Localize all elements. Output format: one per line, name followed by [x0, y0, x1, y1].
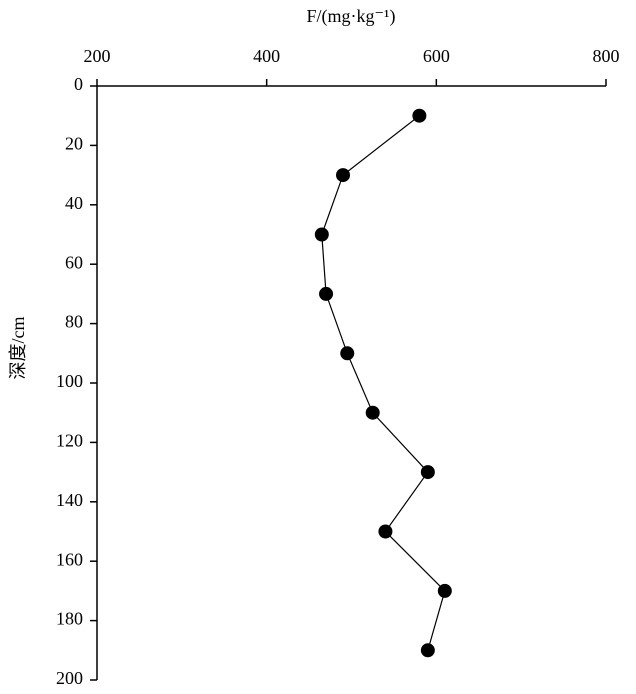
x-tick-label: 800 — [593, 46, 620, 66]
x-axis-label: F/(mg·kg⁻¹) — [307, 6, 396, 27]
point — [412, 108, 427, 123]
y-tick-label: 180 — [56, 609, 83, 629]
y-tick-label: 0 — [74, 74, 83, 94]
point — [378, 524, 393, 539]
point — [365, 405, 380, 420]
y-tick-label: 140 — [56, 490, 83, 510]
x-tick-label: 600 — [423, 46, 450, 66]
point — [420, 465, 435, 480]
y-tick-label: 160 — [56, 549, 83, 569]
point — [437, 583, 452, 598]
y-tick-label: 100 — [56, 371, 83, 391]
y-tick-label: 40 — [65, 193, 83, 213]
y-axis-label: 深度/cm — [8, 317, 28, 380]
x-tick-label: 400 — [253, 46, 280, 66]
y-tick-label: 20 — [65, 134, 83, 154]
y-tick-label: 80 — [65, 312, 83, 332]
y-tick-label: 200 — [56, 668, 83, 688]
line — [321, 115, 446, 651]
point — [319, 286, 334, 301]
x-tick-label: 200 — [84, 46, 111, 66]
point — [314, 227, 329, 242]
point — [340, 346, 355, 361]
y-tick-label: 120 — [56, 431, 83, 451]
point — [420, 643, 435, 658]
point — [336, 168, 351, 183]
y-tick-label: 60 — [65, 252, 83, 272]
